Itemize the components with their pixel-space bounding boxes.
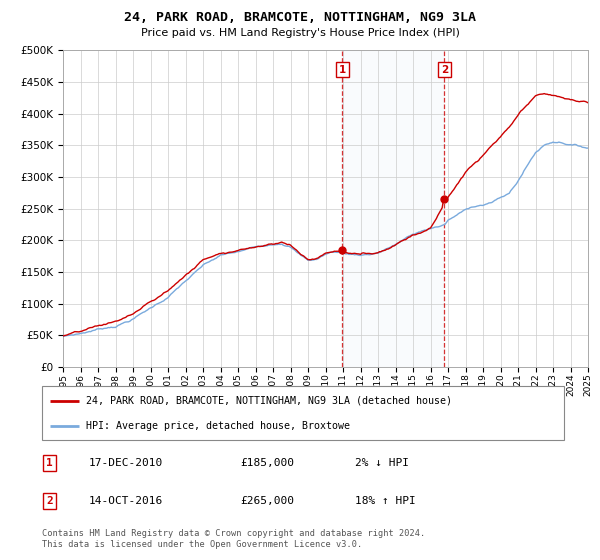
Text: 2: 2 [440,64,448,74]
Text: 24, PARK ROAD, BRAMCOTE, NOTTINGHAM, NG9 3LA: 24, PARK ROAD, BRAMCOTE, NOTTINGHAM, NG9… [124,11,476,24]
Text: 18% ↑ HPI: 18% ↑ HPI [355,496,416,506]
Text: HPI: Average price, detached house, Broxtowe: HPI: Average price, detached house, Brox… [86,421,350,431]
Text: £265,000: £265,000 [241,496,295,506]
Text: 2% ↓ HPI: 2% ↓ HPI [355,458,409,468]
Text: £185,000: £185,000 [241,458,295,468]
Text: 1: 1 [338,64,346,74]
Text: 1: 1 [46,458,53,468]
Text: 14-OCT-2016: 14-OCT-2016 [89,496,163,506]
FancyBboxPatch shape [42,386,564,440]
Text: 24, PARK ROAD, BRAMCOTE, NOTTINGHAM, NG9 3LA (detached house): 24, PARK ROAD, BRAMCOTE, NOTTINGHAM, NG9… [86,396,452,406]
Text: 2: 2 [46,496,53,506]
Text: Contains HM Land Registry data © Crown copyright and database right 2024.
This d: Contains HM Land Registry data © Crown c… [42,529,425,549]
Bar [343,50,445,367]
Text: 17-DEC-2010: 17-DEC-2010 [89,458,163,468]
Text: Price paid vs. HM Land Registry's House Price Index (HPI): Price paid vs. HM Land Registry's House … [140,28,460,38]
